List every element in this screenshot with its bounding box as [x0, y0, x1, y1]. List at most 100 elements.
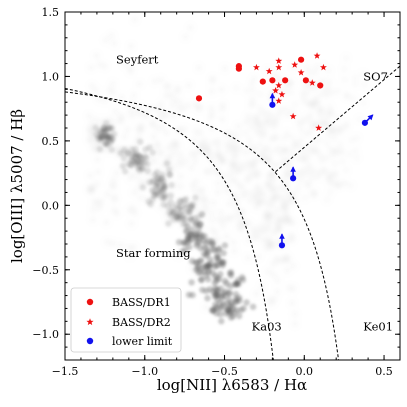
density-dot: [269, 213, 275, 219]
density-dot: [282, 106, 288, 112]
density-dot: [110, 90, 116, 95]
density-dot: [263, 110, 268, 115]
density-dot: [208, 115, 213, 121]
density-dot: [198, 195, 203, 201]
density-dot: [176, 106, 182, 112]
density-dot: [112, 194, 118, 200]
density-dot: [115, 145, 121, 151]
density-dot: [295, 141, 300, 146]
density-dot: [272, 136, 277, 141]
density-dot: [328, 189, 333, 195]
density-dot: [167, 192, 174, 199]
density-dot: [311, 86, 316, 91]
density-dot: [300, 90, 305, 96]
density-dot: [233, 169, 238, 175]
density-dot: [336, 184, 341, 189]
density-dot: [324, 197, 330, 202]
legend-marker-bass-dr2: [86, 318, 94, 326]
density-dot: [259, 223, 265, 229]
density-dot: [144, 161, 151, 168]
data-point-bass-dr1: [317, 82, 324, 89]
density-dot: [271, 196, 277, 202]
data-point-bass-dr2: [297, 68, 305, 76]
density-dot: [263, 245, 269, 250]
density-dot: [127, 253, 133, 259]
density-dot: [171, 150, 177, 156]
density-dot: [233, 178, 238, 184]
density-dot: [328, 147, 333, 152]
region-label: Star forming: [116, 246, 191, 260]
density-dot: [213, 262, 220, 270]
legend-marker-lower-limit: [86, 337, 94, 345]
density-dot: [289, 150, 295, 156]
density-dot: [132, 145, 139, 153]
density-dot: [226, 201, 232, 207]
density-dot: [305, 132, 310, 137]
density-dot: [127, 65, 133, 70]
density-dot: [222, 174, 228, 179]
density-dot: [292, 311, 298, 317]
density-dot: [282, 204, 288, 209]
density-dot: [178, 162, 184, 168]
limit-point: [278, 242, 286, 249]
density-dot: [284, 170, 289, 176]
density-dot: [298, 137, 304, 142]
density-dot: [129, 113, 135, 119]
density-dot: [256, 192, 262, 197]
density-dot: [205, 269, 212, 276]
density-dot: [182, 126, 188, 132]
density-dot: [134, 108, 140, 114]
density-dot: [215, 237, 220, 243]
density-dot: [198, 188, 204, 194]
data-point-bass-dr2: [315, 124, 323, 131]
density-dot: [246, 220, 252, 226]
density-dot: [247, 143, 253, 148]
galaxy-density-cloud: [86, 17, 367, 327]
density-dot: [161, 183, 168, 190]
region-label: Ka03: [252, 319, 282, 333]
density-dot: [107, 117, 113, 123]
density-dot: [299, 128, 304, 133]
data-point-bass-dr2: [289, 112, 297, 120]
density-dot: [226, 216, 232, 222]
density-dot: [217, 311, 224, 318]
density-dot: [313, 139, 318, 144]
density-dot: [194, 239, 201, 247]
density-dot: [285, 131, 290, 136]
density-dot: [346, 152, 352, 157]
density-dot: [342, 77, 347, 82]
density-dot: [247, 137, 252, 142]
density-dot: [170, 113, 176, 119]
density-dot: [184, 223, 191, 230]
density-dot: [250, 96, 255, 101]
density-dot: [249, 125, 254, 130]
density-dot: [102, 98, 108, 103]
density-dot: [271, 230, 276, 236]
density-dot: [221, 158, 227, 163]
density-dot: [354, 155, 359, 161]
density-dot: [275, 289, 280, 295]
density-dot: [245, 177, 250, 183]
density-dot: [337, 129, 343, 135]
y-tick-label: 0.5: [42, 135, 60, 148]
data-point-bass-dr1: [302, 77, 309, 84]
density-dot: [127, 245, 132, 251]
density-dot: [202, 263, 209, 270]
density-dot: [138, 195, 144, 201]
density-dot: [315, 174, 321, 179]
density-dot: [131, 158, 138, 165]
data-point-bass-dr2: [308, 79, 316, 86]
limit-arrow-head: [367, 114, 374, 121]
density-dot: [348, 183, 353, 188]
density-dot: [305, 154, 311, 159]
so7-line: [275, 65, 400, 173]
density-dot: [208, 105, 214, 111]
density-dot: [198, 130, 203, 136]
density-dot: [332, 147, 338, 153]
density-dot: [212, 304, 219, 311]
density-dot: [264, 227, 270, 233]
density-dot: [292, 102, 298, 107]
legend-box: [70, 287, 182, 353]
density-dot: [327, 125, 332, 130]
density-dot: [349, 137, 354, 143]
